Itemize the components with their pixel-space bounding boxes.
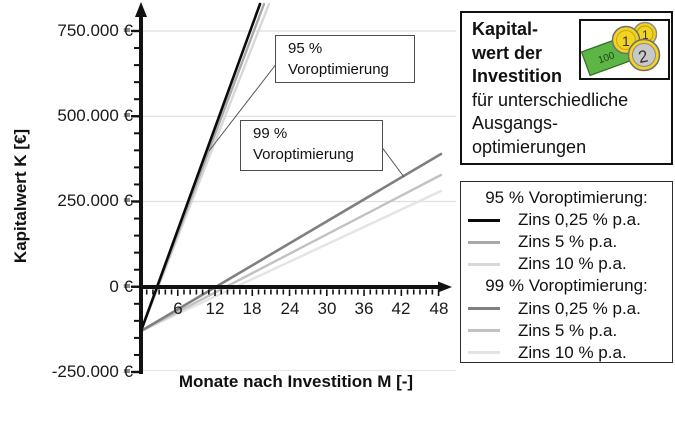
legend-item-99-zins10: Zins 10 % p.a. [461,342,672,364]
callout-95-voroptimierung: 95 % Voroptimierung [275,35,415,83]
legend-label-99-zins025: Zins 0,25 % p.a. [518,298,641,318]
legend-item-99-zins5: Zins 5 % p.a. [461,320,672,342]
y-axis-arrowhead [135,2,147,17]
legend-label-95-zins10: Zins 10 % p.a. [518,254,627,274]
money-banknote-and-coins-icon: 100 1 1 2 [580,21,661,77]
legend-swatch-99-zins025 [468,307,500,311]
legend-label-99-zins10: Zins 10 % p.a. [518,342,627,362]
xtick-12: 12 [205,299,225,318]
callout-99-line1: 99 % [253,125,288,142]
ytick-neg250000: -250.000 € [51,362,133,381]
y-axis-ticks [131,29,141,374]
legend-swatch-95-zins5 [468,240,500,244]
callout-leader-lines [208,62,405,178]
xtick-48: 48 [429,299,449,318]
xtick-30: 30 [317,299,337,318]
legend-swatch-95-zins10 [468,262,500,266]
legend-item-95-zins10: Zins 10 % p.a. [461,253,672,275]
legend-box: 95 % Voroptimierung: Zins 0,25 % p.a. Zi… [460,181,673,363]
data-lines [139,2,443,333]
money-icon-frame: 100 1 1 2 [579,19,670,80]
legend-item-95-zins5: Zins 5 % p.a. [461,231,672,253]
coin-back-value: 1 [642,28,649,42]
series-99-zins10-line [139,189,443,333]
legend-swatch-99-zins5 [468,329,500,333]
callout-99-line2: Voroptimierung [253,146,354,163]
callout-99-voroptimierung: 99 % Voroptimierung [240,120,383,171]
legend-label-95-zins025: Zins 0,25 % p.a. [518,210,641,230]
ytick-250000: 250.000 € [57,191,133,210]
coin-front-value: 2 [636,46,649,67]
legend-swatch-95-zins025 [468,218,500,222]
ytick-750000: 750.000 € [57,21,133,40]
legend-item-95-zins025: Zins 0,25 % p.a. [461,209,672,231]
coin-front-icon: 2 [627,38,661,72]
title-box: Kapital- wert der Investition für unters… [460,11,673,165]
leader-99 [380,145,405,178]
xtick-24: 24 [280,299,300,318]
xtick-42: 42 [391,299,411,318]
xtick-18: 18 [242,299,262,318]
series-95-zins025-line [139,2,262,333]
title-normal-line2: Ausgangs- [472,113,559,133]
coin-gold-value: 1 [622,33,630,49]
callout-95-line1: 95 % [288,40,323,57]
gridlines [141,30,456,372]
x-axis-arrowhead [438,281,452,293]
series-99-zins025-line [139,152,443,333]
legend-item-99-zins025: Zins 0,25 % p.a. [461,297,672,319]
x-axis-title: Monate nach Investition M [-] [178,372,414,391]
y-axis-title: Kapitalwert K [€] [11,128,30,264]
title-normal-line3: optimierungen [472,136,587,157]
legend-label-95-zins5: Zins 5 % p.a. [518,232,618,252]
legend-label-99-zins5: Zins 5 % p.a. [518,320,618,340]
series-99-zins5-line [139,173,443,333]
title-bold-line3: Investition [472,66,563,86]
legend-header-99: 99 % Voroptimierung: [485,276,648,296]
legend-header-95: 95 % Voroptimierung: [485,188,648,208]
title-normal-line1: für unterschiedliche [472,89,629,110]
leader-95 [208,62,278,152]
callout-95-line2: Voroptimierung [288,61,389,78]
title-bold-line2: wert der [472,42,543,63]
axes [131,2,452,374]
legend-swatch-99-zins10 [468,351,500,355]
xtick-6: 6 [173,299,183,318]
ytick-500000: 500.000 € [57,106,133,125]
x-axis-ticks [145,289,440,296]
ytick-0: 0 € [109,277,133,296]
title-bold-line1: Kapital- [472,19,539,39]
xtick-36: 36 [354,299,374,318]
